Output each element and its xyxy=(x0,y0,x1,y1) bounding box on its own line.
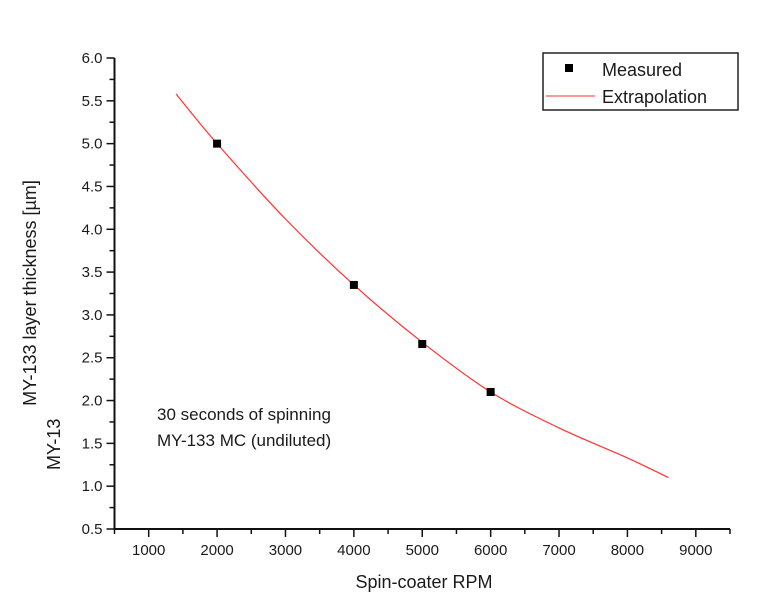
x-tick-label: 4000 xyxy=(337,542,370,559)
x-tick-label: 2000 xyxy=(200,542,233,559)
measured-point xyxy=(418,340,427,349)
x-tick-label: 9000 xyxy=(679,542,712,559)
x-tick-label: 7000 xyxy=(542,542,575,559)
annotation-line-2: MY-133 MC (undiluted) xyxy=(157,431,331,450)
y-tick-label: 3.0 xyxy=(82,307,103,324)
y-tick-label: 4.5 xyxy=(82,178,103,195)
x-axis-label: Spin-coater RPM xyxy=(355,572,492,592)
legend-marker-measured xyxy=(565,64,573,72)
legend-label-extrapolation: Extrapolation xyxy=(602,87,707,107)
extrapolation-line xyxy=(175,93,669,479)
legend-box xyxy=(542,52,739,111)
y-axis-label: MY-133 layer thickness [µm] xyxy=(20,180,40,406)
y-tick-label: 2.5 xyxy=(82,350,103,367)
y-tick-label: 4.0 xyxy=(82,221,103,238)
y-axis-label-ghost: MY-13 xyxy=(44,419,64,470)
measured-point xyxy=(486,387,495,396)
annotation-line-1: 30 seconds of spinning xyxy=(157,405,331,424)
y-tick-label: 0.5 xyxy=(82,521,103,538)
axes: 1000 2000 3000 4000 5000 6000 7000 8000 9000 0.5 1… xyxy=(82,50,731,559)
y-tick-label: 1.5 xyxy=(82,435,103,452)
y-tick-label: 1.0 xyxy=(82,478,103,495)
legend: Measured Extrapolation xyxy=(542,52,739,111)
y-tick-label: 3.5 xyxy=(82,264,103,281)
x-tick-label: 6000 xyxy=(474,542,507,559)
y-tick-label: 2.0 xyxy=(82,393,103,410)
y-tick-label: 6.0 xyxy=(82,50,103,67)
y-tick-label: 5.5 xyxy=(82,93,103,110)
x-tick-label: 5000 xyxy=(406,542,439,559)
x-tick-label: 3000 xyxy=(269,542,302,559)
x-tick-label: 8000 xyxy=(611,542,644,559)
x-tick-label: 1000 xyxy=(132,542,165,559)
marks xyxy=(175,93,669,479)
measured-point xyxy=(213,139,222,148)
legend-label-measured: Measured xyxy=(602,60,682,80)
y-tick-label: 5.0 xyxy=(82,136,103,153)
measured-point xyxy=(349,280,358,289)
